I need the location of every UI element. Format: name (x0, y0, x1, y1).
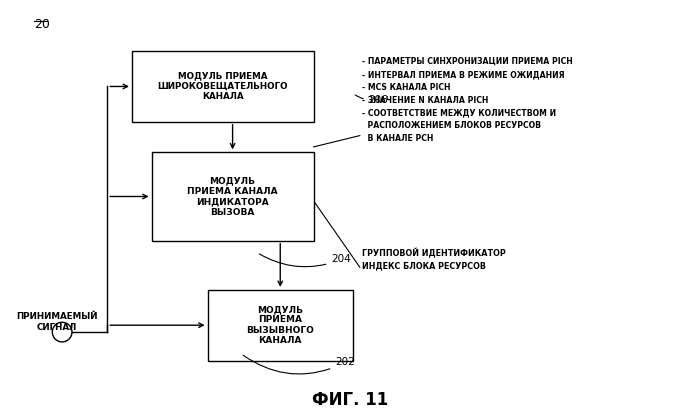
Text: МОДУЛЬ
ПРИЕМА КАНАЛА
ИНДИКАТОРА
ВЫЗОВА: МОДУЛЬ ПРИЕМА КАНАЛА ИНДИКАТОРА ВЫЗОВА (188, 176, 278, 217)
Text: 206: 206 (355, 95, 388, 105)
Text: МОДУЛЬ ПРИЕМА
ШИРОКОВЕЩАТЕЛЬНОГО
КАНАЛА: МОДУЛЬ ПРИЕМА ШИРОКОВЕЩАТЕЛЬНОГО КАНАЛА (158, 72, 288, 101)
Bar (132, 51, 314, 122)
Text: ФИГ. 11: ФИГ. 11 (312, 391, 388, 409)
Text: ГРУППОВОЙ ИДЕНТИФИКАТОР
ИНДЕКС БЛОКА РЕСУРСОВ: ГРУППОВОЙ ИДЕНТИФИКАТОР ИНДЕКС БЛОКА РЕС… (362, 248, 505, 270)
Bar (151, 152, 314, 241)
Text: 20: 20 (34, 18, 50, 30)
Bar (207, 290, 353, 360)
Text: - ПАРАМЕТРЫ СИНХРОНИЗАЦИИ ПРИЕМА PICH
- ИНТЕРВАЛ ПРИЕМА В РЕЖИМЕ ОЖИДАНИЯ
- MCS : - ПАРАМЕТРЫ СИНХРОНИЗАЦИИ ПРИЕМА PICH - … (362, 57, 573, 143)
Text: 202: 202 (243, 355, 355, 374)
Text: ПРИНИМАЕМЫЙ
СИГНАЛ: ПРИНИМАЕМЫЙ СИГНАЛ (16, 312, 97, 332)
Text: МОДУЛЬ
ПРИЕМА
ВЫЗЫВНОГО
КАНАЛА: МОДУЛЬ ПРИЕМА ВЫЗЫВНОГО КАНАЛА (246, 305, 314, 345)
Text: 204: 204 (259, 254, 351, 267)
